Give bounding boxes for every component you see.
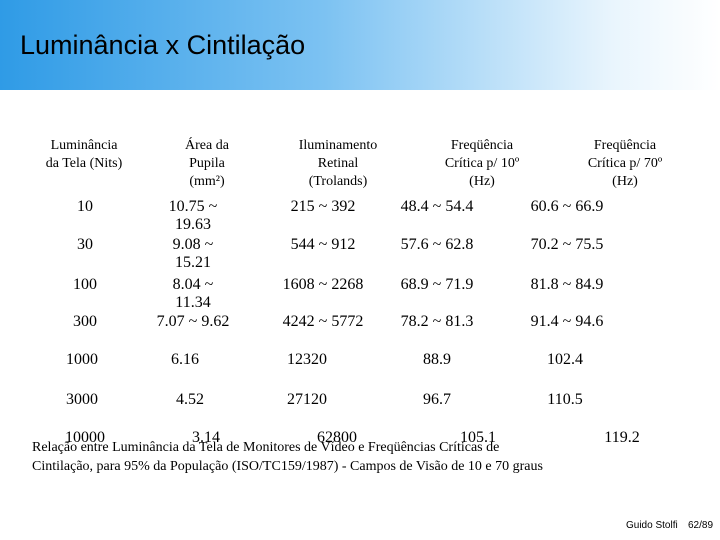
header-line: (Trolands) <box>308 174 368 189</box>
table-cell: 100 <box>73 276 97 293</box>
table-cell: 7.07 ~ 9.62 <box>156 313 230 330</box>
header-line: Luminância <box>50 138 118 153</box>
table-cell: 62800 <box>317 429 357 446</box>
header-line: Pupila <box>189 156 225 171</box>
table-cell: 8.04 ~ 11.34 <box>172 276 214 311</box>
table-cell: 3000 <box>66 391 98 408</box>
table-cell: 119.2 <box>604 429 640 446</box>
table-cell: 1608 ~ 2268 <box>282 276 364 293</box>
table-cell: 215 ~ 392 <box>290 198 356 215</box>
header-line: Crítica p/ 10º <box>444 156 520 171</box>
page-number: 62/89 <box>688 520 714 531</box>
caption: Relação entre Luminância da Tela de Moni… <box>32 440 500 455</box>
table-cell: 9.08 ~ 15.21 <box>172 236 214 271</box>
table-cell: 4242 ~ 5772 <box>282 313 364 330</box>
table-cell: 4.52 <box>176 391 204 408</box>
table-cell: 10 <box>77 198 93 215</box>
header-line: (Hz) <box>469 174 495 189</box>
table-cell: 30 <box>77 236 93 253</box>
title-bar <box>0 0 720 90</box>
table-cell: 96.7 <box>423 391 451 408</box>
table-cell: 6.16 <box>171 351 199 368</box>
table-cell: 105.1 <box>460 429 496 446</box>
table-cell: 300 <box>73 313 97 330</box>
header-line: Freqüência <box>593 138 657 153</box>
table-cell: 81.8 ~ 84.9 <box>530 276 604 293</box>
title: Luminância x Cintilação <box>20 30 306 60</box>
column-header: Luminância da Tela (Nits) <box>14 137 154 173</box>
table-cell: 91.4 ~ 94.6 <box>530 313 604 330</box>
header-line: Retinal <box>317 156 359 171</box>
table-cell: 70.2 ~ 75.5 <box>530 236 604 253</box>
header-line: (Hz) <box>612 174 638 189</box>
header-line: Área da <box>185 138 229 153</box>
table-cell: 68.9 ~ 71.9 <box>400 276 474 293</box>
column-header: Iluminamento Retinal (Trolands) <box>268 137 408 191</box>
header-line: da Tela (Nits) <box>45 156 123 171</box>
table-cell: 544 ~ 912 <box>290 236 356 253</box>
header-line: Crítica p/ 70º <box>587 156 663 171</box>
table-cell: 60.6 ~ 66.9 <box>530 198 604 215</box>
table-cell: 78.2 ~ 81.3 <box>400 313 474 330</box>
table-cell: 10000 <box>65 429 105 446</box>
table-cell: 88.9 <box>423 351 451 368</box>
header-line: Iluminamento <box>298 138 378 153</box>
table-cell: 12320 <box>287 351 327 368</box>
table-cell: 102.4 <box>547 351 583 368</box>
table-cell: 3.14 <box>192 429 220 446</box>
column-header: Freqüência Crítica p/ 70º (Hz) <box>555 137 695 191</box>
header-line: Freqüência <box>450 138 514 153</box>
header-line: (mm²) <box>189 174 225 189</box>
author: Guido Stolfi <box>626 520 678 531</box>
table-cell: 27120 <box>287 391 327 408</box>
table-cell: 57.6 ~ 62.8 <box>400 236 474 253</box>
table-cell: 110.5 <box>547 391 583 408</box>
caption: Cintilação, para 95% da População (ISO/T… <box>32 459 543 474</box>
column-header: Freqüência Crítica p/ 10º (Hz) <box>412 137 552 191</box>
table-cell: 48.4 ~ 54.4 <box>400 198 474 215</box>
column-header: Área da Pupila (mm²) <box>137 137 277 191</box>
table-cell: 1000 <box>66 351 98 368</box>
table-cell: 10.75 ~ 19.63 <box>168 198 218 233</box>
